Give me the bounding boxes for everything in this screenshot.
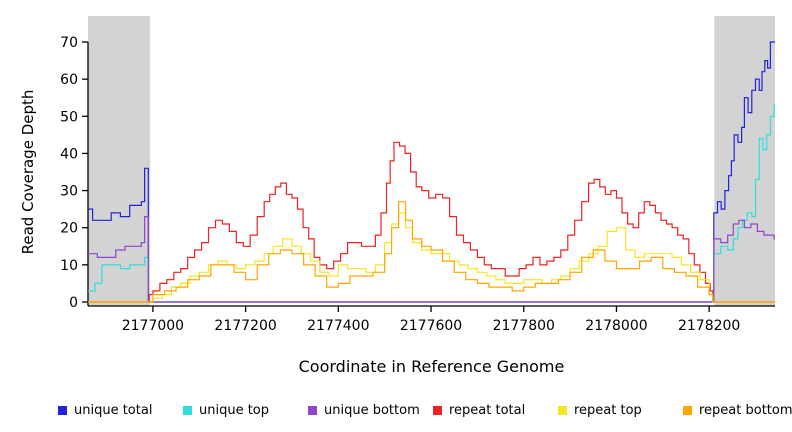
y-axis-label: Read Coverage Depth	[19, 89, 37, 255]
y-tick-label: 10	[60, 258, 78, 274]
masked-region-1	[714, 16, 775, 306]
legend: unique total unique top unique bottom repea…	[58, 402, 792, 418]
x-axis-label: Coordinate in Reference Genome	[298, 357, 565, 376]
y-tick-label: 40	[60, 146, 78, 162]
x-tick-label: 2177800	[493, 318, 555, 334]
x-tick-label: 2178000	[585, 318, 647, 334]
legend-swatch	[683, 405, 692, 415]
series-line-unique-bottom	[88, 216, 775, 303]
plot-canvas: 2177000 2177200 2177400 2177600 2177800 21780…	[60, 16, 775, 334]
legend-swatch	[433, 405, 442, 415]
x-tick-label: 2178200	[678, 318, 740, 334]
x-tick-label: 2177600	[400, 318, 462, 334]
legend-swatch	[558, 405, 567, 415]
series-line-repeat-total	[88, 141, 775, 303]
legend-swatch	[183, 405, 192, 415]
masked-region-0	[88, 16, 151, 306]
x-tick-label: 2177400	[307, 318, 369, 334]
legend-item-repeat-bottom: repeat bottom	[683, 402, 792, 418]
y-tick-label: 20	[60, 221, 78, 237]
series-line-repeat-bottom	[88, 201, 775, 303]
legend-label: unique bottom	[324, 402, 420, 418]
series-line-unique-top	[88, 104, 775, 303]
x-tick-label: 2177200	[214, 318, 276, 334]
legend-label: unique top	[199, 402, 270, 418]
legend-item-repeat-total: repeat total	[433, 402, 558, 418]
legend-item-unique-total: unique total	[58, 402, 183, 418]
legend-item-repeat-top: repeat top	[558, 402, 683, 418]
legend-swatch	[58, 405, 67, 415]
legend-label: repeat top	[574, 402, 642, 418]
y-tick-label: 30	[60, 184, 78, 200]
series-line-unique-total	[88, 41, 775, 303]
y-tick-label: 0	[69, 295, 78, 311]
y-tick-label: 50	[60, 109, 78, 125]
y-tick-label: 70	[60, 35, 78, 51]
legend-item-unique-bottom: unique bottom	[308, 402, 433, 418]
x-tick-label: 2177000	[122, 318, 184, 334]
legend-label: unique total	[74, 402, 153, 418]
legend-label: repeat bottom	[699, 402, 792, 418]
legend-swatch	[308, 405, 317, 415]
y-tick-label: 60	[60, 72, 78, 88]
legend-item-unique-top: unique top	[183, 402, 308, 418]
legend-label: repeat total	[449, 402, 526, 418]
